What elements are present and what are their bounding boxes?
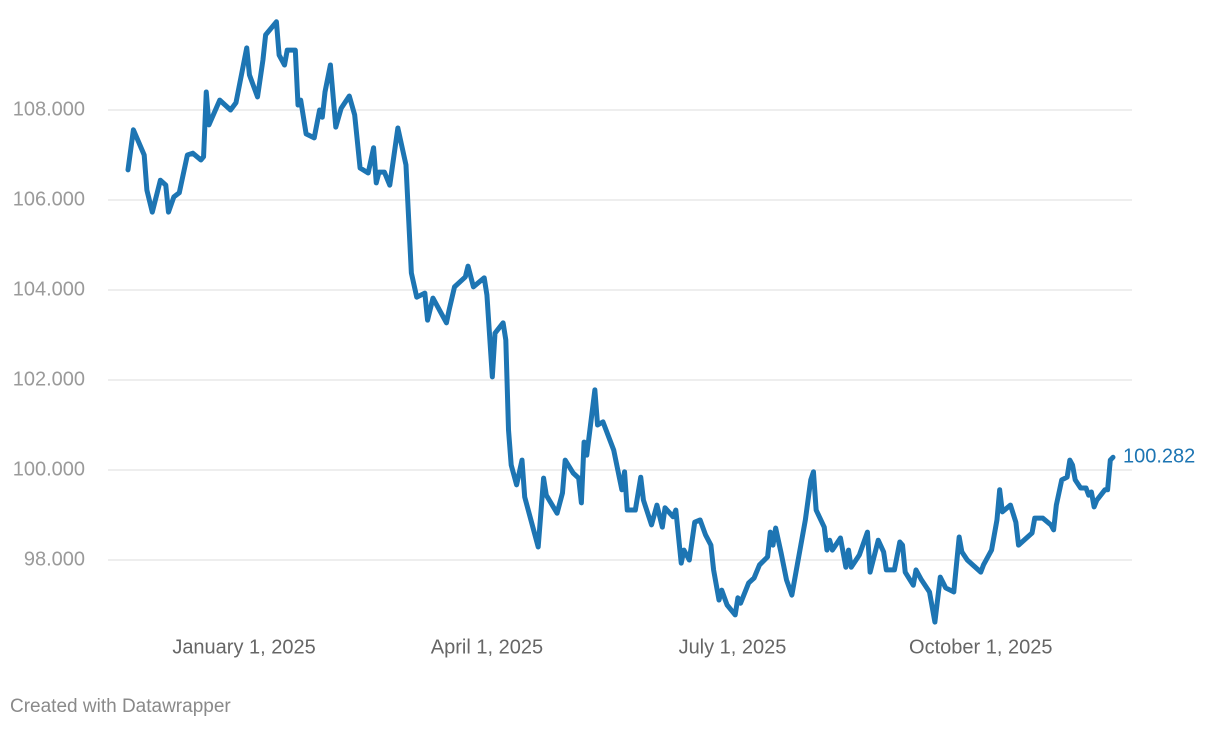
credit: Created with Datawrapper bbox=[10, 696, 231, 717]
line bbox=[125, 19, 1116, 625]
y-tick-label: 102.000 bbox=[13, 368, 85, 390]
x-tick-label: July 1, 2025 bbox=[679, 636, 787, 658]
x-tick-label: January 1, 2025 bbox=[172, 636, 315, 658]
y-tick-label: 108.000 bbox=[13, 98, 85, 120]
end-value-label: 100.282 bbox=[1123, 446, 1195, 468]
y-tick-label: 104.000 bbox=[13, 278, 85, 300]
y-tick-label: 100.000 bbox=[13, 458, 85, 480]
y-tick-label: 98.000 bbox=[24, 548, 85, 570]
x-tick-label: October 1, 2025 bbox=[909, 636, 1052, 658]
y-tick-label: 106.000 bbox=[13, 188, 85, 210]
x-tick-label: April 1, 2025 bbox=[431, 636, 543, 658]
